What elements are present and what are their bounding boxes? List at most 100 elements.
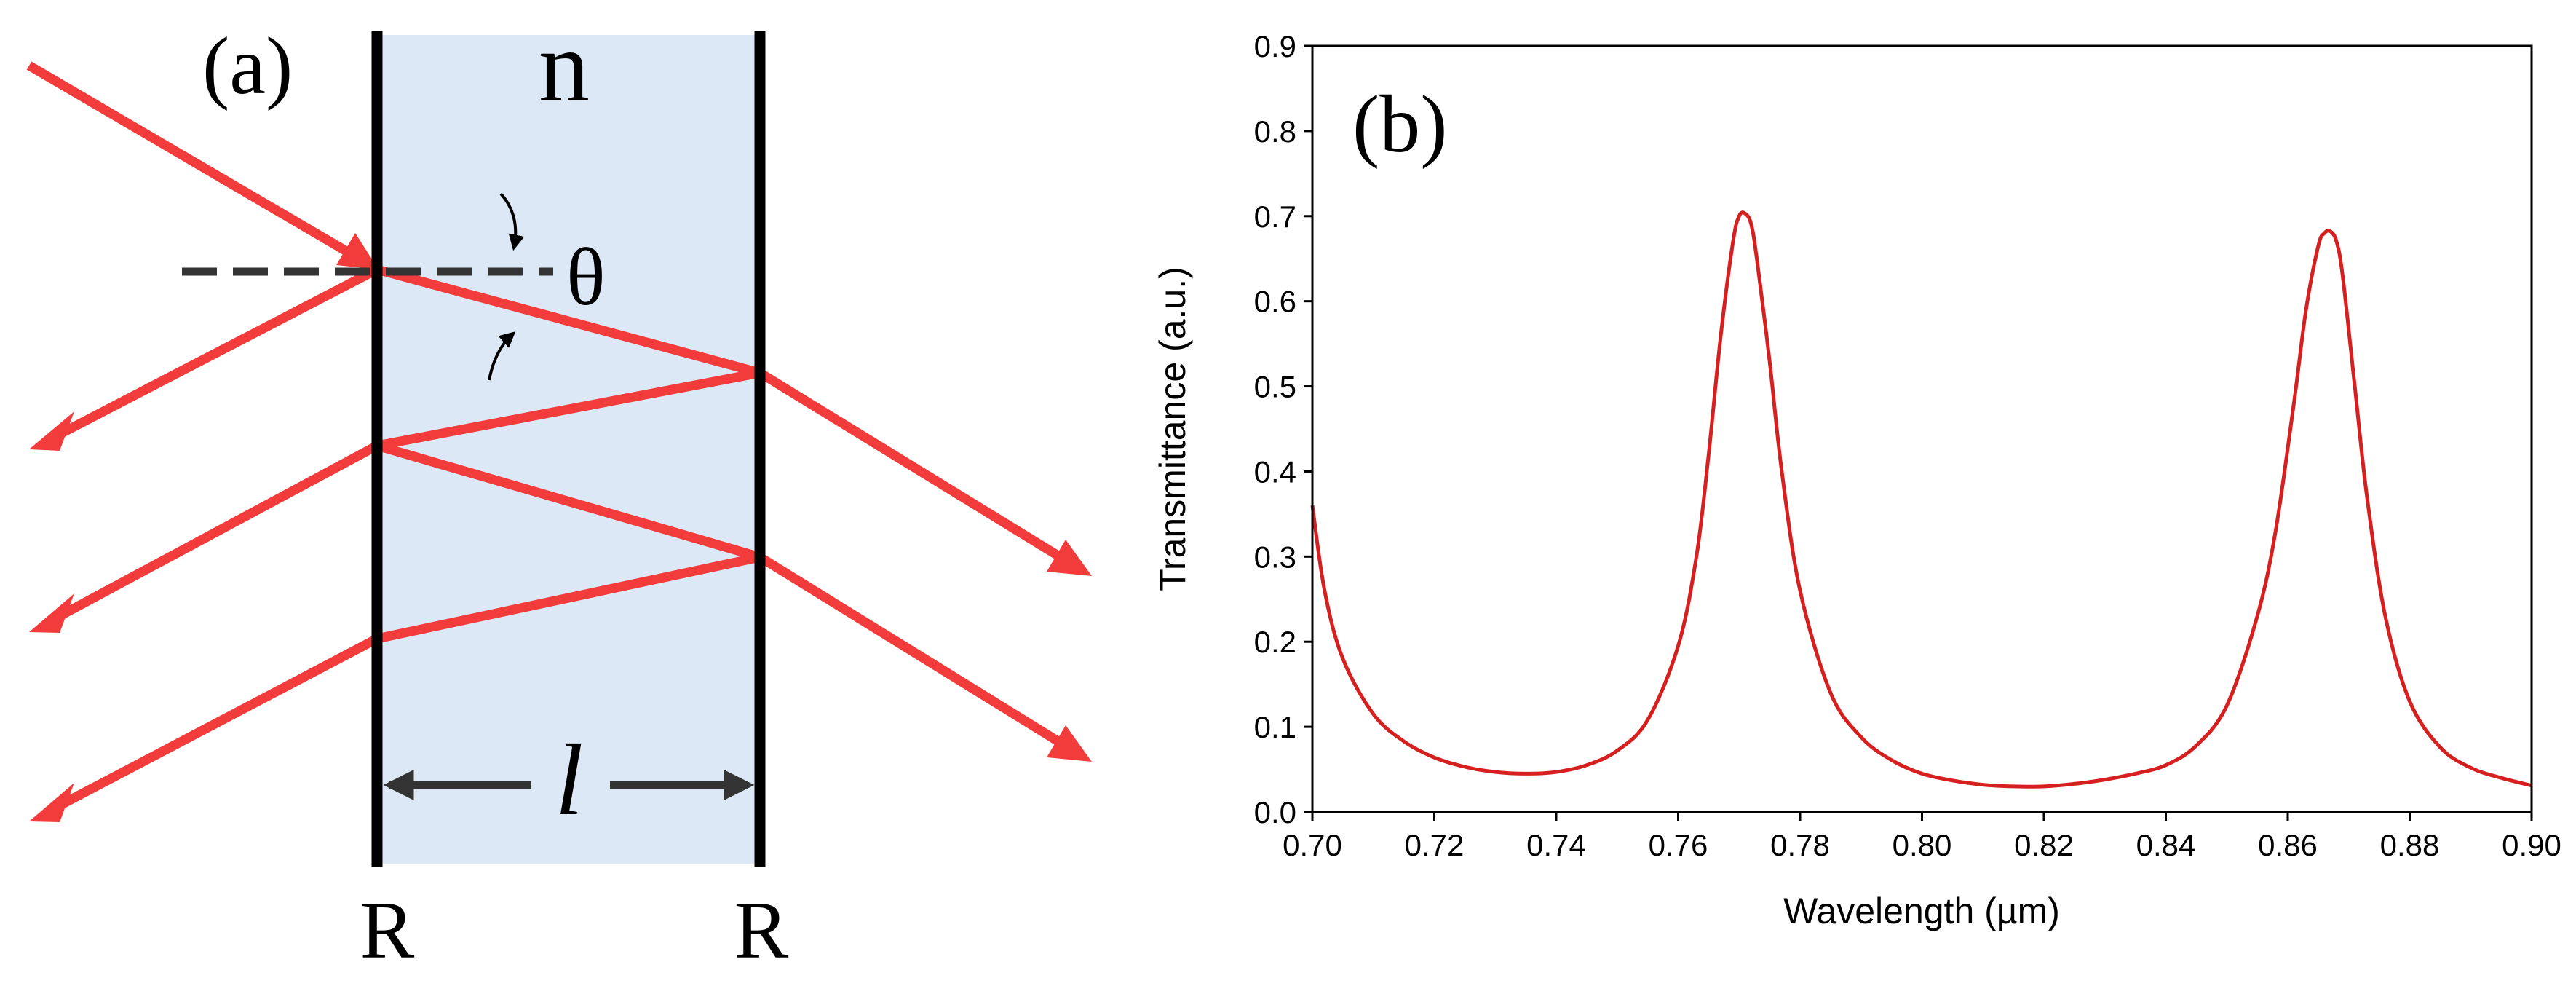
data-point [1585,763,1588,767]
data-point [1768,359,1772,363]
data-point [2304,308,2308,312]
y-tick-labels: 0.0 0.1 0.2 0.3 0.4 0.5 0.6 0.7 0.8 0.9 [1254,29,1296,829]
data-point [2316,244,2320,248]
y-tick-label: 0.2 [1254,625,1296,659]
data-point [1646,718,1649,722]
data-point [1323,589,1326,593]
y-axis-title: Transmittance (a.u.) [1152,267,1193,591]
panel-b-label: (b) [1352,79,1448,170]
data-point [2133,772,2137,776]
y-tick-marks [1304,44,1312,813]
data-point [1371,712,1375,716]
data-point [1750,223,1753,226]
reflected-arrowhead-1 [29,411,74,451]
y-tick-label: 0.4 [1254,454,1296,489]
cavity-length-label: l [555,724,584,837]
x-tick-label: 0.82 [2014,828,2074,862]
data-point [1695,555,1698,559]
x-tick-marks [1311,812,2533,821]
data-point [1615,749,1619,752]
y-tick-label: 0.1 [1254,710,1296,744]
data-point [2329,229,2332,233]
data-point [1920,772,1924,776]
plot-frame [1311,44,2533,813]
data-point [2365,495,2369,499]
data-point [1756,261,1759,265]
angle-arrow-upper [499,192,525,251]
data-point [2384,615,2387,618]
panel-a-label: (a) [202,21,293,111]
transmitted-ray-1 [757,368,1069,565]
x-tick-label: 0.88 [2380,828,2440,862]
ray-arrowheads [29,233,1092,822]
x-tick-label: 0.84 [2136,828,2196,862]
data-point [2164,763,2168,767]
data-point [2042,784,2046,788]
x-tick-label: 0.78 [1770,828,1830,862]
data-point [1707,453,1711,457]
data-point [1719,334,1723,337]
y-tick-label: 0.0 [1254,795,1296,829]
x-tick-labels: 0.70 0.72 0.74 0.76 0.78 0.80 0.82 0.84 0.86 0.88… [1283,828,2561,862]
x-tick-label: 0.86 [2258,828,2318,862]
y-tick-label: 0.6 [1254,285,1296,319]
data-point [2408,700,2411,703]
refractive-index-label: n [539,10,590,123]
incident-ray [26,61,370,268]
y-tick-label: 0.8 [1254,114,1296,149]
x-tick-label: 0.72 [1405,828,1465,862]
data-point [2012,784,2016,788]
data-point [1981,783,1985,786]
x-tick-label: 0.80 [1893,828,1952,862]
data-point [1432,756,1436,760]
left-mirror-reflectivity-label: R [360,886,415,976]
transmitted-ray-2 [757,553,1069,751]
data-point [1494,770,1497,774]
y-tick-label: 0.3 [1254,540,1296,574]
data-point [2274,529,2278,533]
x-tick-label: 0.74 [1526,828,1586,862]
x-axis-title: Wavelength (µm) [1783,891,2060,931]
cavity-slab [377,35,760,864]
x-tick-label: 0.90 [2502,828,2561,862]
data-point [1828,691,1832,695]
data-points [1311,212,2534,789]
data-point [2072,782,2076,786]
transmitted-arrowhead-2 [1047,725,1092,762]
data-point [2195,744,2198,747]
data-point [2469,766,2473,770]
y-tick-label: 0.9 [1254,29,1296,63]
data-point [1555,770,1558,774]
data-point [1780,470,1783,473]
data-point [1731,240,1735,243]
data-point [1743,212,1747,216]
reflected-arrowhead-2 [29,593,74,633]
data-point [2292,401,2296,405]
angle-theta-label: θ [566,232,606,323]
data-point [2353,384,2357,388]
panel-a-diagram: (a) n θ l R R [26,10,1092,976]
data-point [1524,772,1528,776]
data-point [2438,746,2442,749]
data-point [2103,778,2107,781]
data-point [2341,274,2345,277]
reflected-ray-1 [45,265,379,445]
series-line-transmittance [1310,210,2532,789]
y-tick-label: 0.5 [1254,370,1296,404]
incident-arrowhead [336,233,379,269]
data-point [2225,703,2229,707]
data-point [1951,778,1954,782]
reflected-arrowhead-3 [29,783,74,822]
data-point [1799,589,1802,593]
right-mirror-reflectivity-label: R [734,886,789,976]
data-point [1859,735,1863,739]
panel-b-chart: 0.00.10.20.30.40.50.60.70.80.9 0.70 0.72 0… [1152,29,2561,931]
data-point [2500,776,2503,780]
x-tick-label: 0.70 [1283,828,1342,862]
data-point [1890,758,1893,762]
x-tick-label: 0.76 [1649,828,1708,862]
transmitted-arrowhead-1 [1047,540,1092,576]
data-point [2323,232,2326,235]
reflected-ray-2 [44,441,380,627]
